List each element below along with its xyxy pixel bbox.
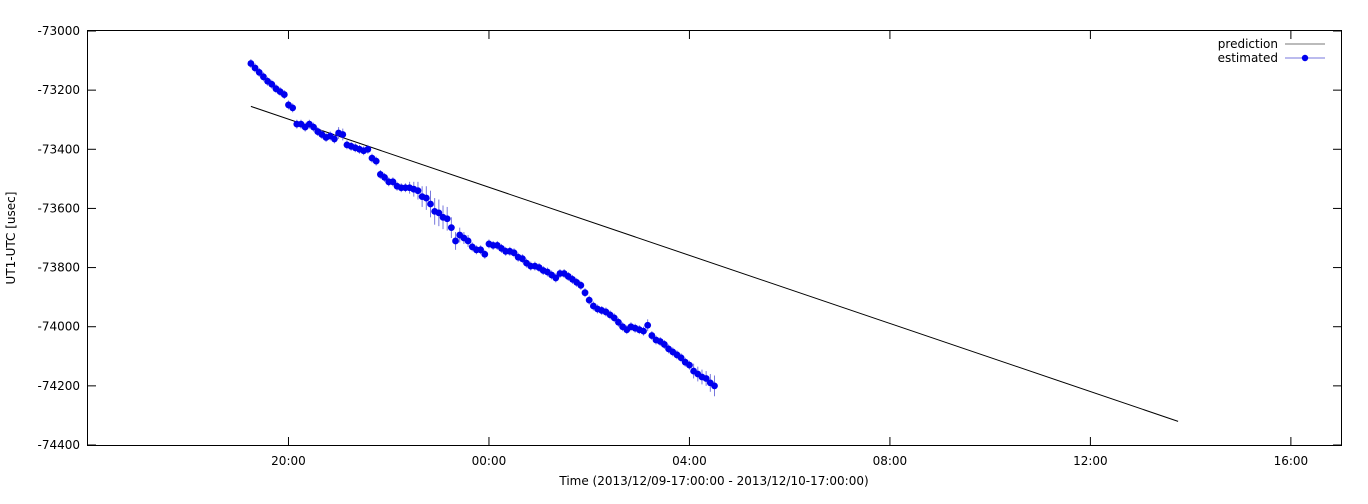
- data-point: [447, 224, 455, 232]
- data-point: [464, 237, 472, 245]
- data-point: [677, 354, 685, 362]
- data-point: [648, 332, 656, 339]
- data-point: [481, 250, 489, 258]
- data-point: [577, 281, 585, 289]
- data-point: [435, 209, 443, 217]
- data-point: [381, 173, 388, 181]
- data-point: [615, 318, 622, 326]
- data-point: [339, 131, 347, 138]
- data-point: [427, 200, 434, 208]
- data-point: [260, 73, 267, 81]
- data-point: [452, 237, 459, 245]
- x-tick-label: 08:00: [873, 454, 908, 468]
- x-tick-label: 12:00: [1073, 454, 1108, 468]
- data-point: [255, 69, 263, 76]
- data-point: [331, 135, 338, 143]
- prediction-line: [250, 105, 1179, 422]
- data-point: [581, 289, 589, 297]
- data-point: [389, 178, 397, 186]
- y-tick-label: -73000: [37, 24, 80, 38]
- y-tick-label: -73400: [37, 142, 80, 156]
- data-point: [251, 64, 259, 72]
- y-tick-label: -74400: [37, 438, 80, 452]
- x-axis-ticks: 20:00 00:00 04:00 08:00 12:00 16:00: [271, 31, 1308, 468]
- data-point: [268, 80, 276, 88]
- x-tick-label: 16:00: [1274, 454, 1309, 468]
- data-point: [372, 157, 380, 165]
- data-point: [702, 375, 710, 382]
- data-point: [443, 215, 451, 223]
- y-tick-label: -74200: [37, 379, 80, 393]
- data-point: [640, 327, 647, 335]
- data-point: [518, 255, 526, 263]
- x-tick-label: 04:00: [672, 454, 707, 468]
- legend-label-estimated: estimated: [1218, 51, 1278, 65]
- data-point: [552, 274, 560, 282]
- y-tick-label: -73200: [37, 83, 80, 97]
- plot-frame: [87, 30, 1342, 446]
- legend: prediction estimated: [1218, 37, 1325, 65]
- data-point: [477, 246, 485, 254]
- data-point: [422, 194, 430, 202]
- y-tick-label: -73800: [37, 261, 80, 275]
- data-point: [660, 341, 668, 348]
- data-point: [644, 321, 652, 329]
- data-point: [414, 187, 422, 195]
- y-axis-label: UT1-UTC [usec]: [4, 192, 18, 285]
- x-tick-label: 20:00: [271, 454, 306, 468]
- estimated-errorbars: [250, 59, 715, 397]
- data-point: [289, 104, 297, 112]
- data-point: [510, 249, 518, 257]
- x-tick-label: 00:00: [472, 454, 507, 468]
- estimated-points: [247, 60, 718, 390]
- legend-marker-estimated: [1301, 54, 1309, 62]
- data-point: [310, 123, 317, 131]
- data-point: [247, 60, 255, 67]
- data-point: [364, 145, 372, 153]
- legend-label-prediction: prediction: [1218, 37, 1278, 51]
- data-point: [711, 382, 718, 390]
- x-axis-label: Time (2013/12/09-17:00:00 - 2013/12/10-1…: [558, 474, 868, 488]
- data-point: [610, 314, 618, 322]
- y-axis-ticks: -73000 -73200 -73400 -73600 -73800 -74000 -742…: [37, 24, 1341, 452]
- y-tick-label: -73600: [37, 201, 80, 215]
- data-point: [585, 296, 593, 304]
- y-tick-label: -74000: [37, 320, 80, 334]
- data-point: [280, 91, 288, 98]
- data-point: [686, 361, 693, 369]
